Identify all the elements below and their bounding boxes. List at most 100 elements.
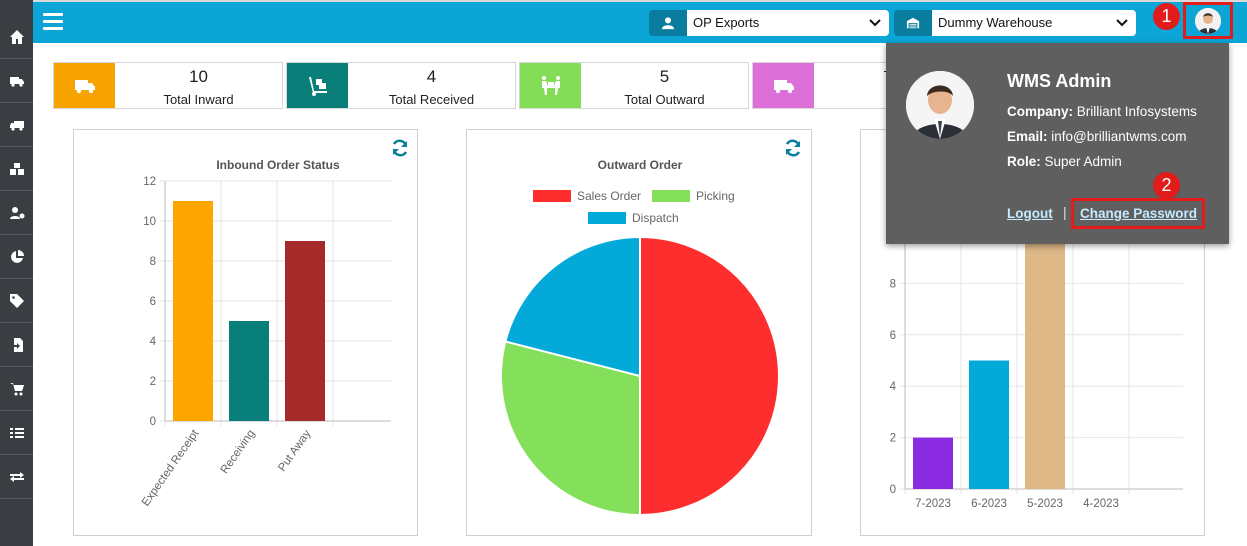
monthly-order-chart: 0 2 4 6 8 7-2023 6-2023 5-2023 4-2023 — [890, 232, 1183, 510]
stat-label: Total Inward — [163, 92, 234, 107]
outward-order-panel: Outward Order Sales Order Picking Dispatch — [466, 129, 812, 536]
menu-toggle-icon[interactable] — [43, 13, 63, 31]
profile-role: Role: Super Admin — [1007, 154, 1122, 169]
avatar — [1195, 7, 1221, 34]
profile-dropdown: WMS Admin Company: Brilliant Infosystems… — [886, 43, 1229, 244]
legend-swatch — [652, 190, 690, 202]
y-tick-label: 8 — [890, 278, 896, 290]
chevron-down-icon — [869, 19, 881, 27]
stat-value: 10 — [189, 67, 208, 86]
chart-title: Outward Order — [598, 158, 683, 172]
legend-swatch — [533, 190, 571, 202]
tag-icon — [9, 294, 24, 308]
legend-swatch — [588, 212, 626, 224]
y-tick-label: 10 — [143, 216, 156, 228]
refresh-icon[interactable] — [783, 138, 803, 158]
y-tick-label: 0 — [150, 416, 156, 428]
cart-icon — [9, 383, 24, 396]
warehouse-icon — [894, 10, 932, 36]
sidebar-item-home[interactable] — [0, 16, 33, 59]
sidebar-item-tags[interactable] — [0, 280, 33, 323]
sidebar — [0, 0, 33, 546]
user-icon — [649, 10, 687, 36]
change-password-highlight — [1071, 198, 1205, 229]
sidebar-item-checklist[interactable] — [0, 412, 33, 455]
bar — [285, 241, 325, 421]
legend-label: Sales Order — [577, 189, 641, 203]
dolly-icon — [308, 76, 327, 96]
bar — [913, 437, 953, 489]
topbar: OP Exports Dummy Warehouse — [33, 0, 1247, 43]
warehouse-select[interactable]: Dummy Warehouse — [894, 10, 1136, 36]
y-tick-label: 2 — [150, 376, 156, 388]
sidebar-item-orders[interactable] — [0, 368, 33, 411]
stat-label: Total Received — [388, 92, 475, 107]
company-select-value: OP Exports — [693, 15, 760, 30]
y-tick-label: 6 — [890, 330, 896, 342]
profile-avatar — [906, 71, 974, 139]
profile-name: WMS Admin — [1007, 71, 1112, 91]
pie-slice — [504, 235, 641, 378]
bar — [173, 201, 213, 421]
x-tick-label: 5-2023 — [1027, 498, 1063, 510]
pie-slice — [500, 340, 641, 517]
sidebar-item-outward[interactable] — [0, 104, 33, 147]
boxes-icon — [9, 163, 24, 175]
x-tick-label: Put Away — [276, 428, 313, 474]
truck-icon — [773, 79, 794, 93]
sidebar-item-users[interactable] — [0, 192, 33, 235]
chart-title: Inbound Order Status — [216, 158, 340, 172]
import-icon — [9, 338, 23, 352]
stat-value: 4 — [426, 67, 437, 86]
stat-value: 5 — [659, 67, 670, 86]
warehouse-select-value: Dummy Warehouse — [938, 15, 1053, 30]
profile-company: Company: Brilliant Infosystems — [1007, 104, 1197, 119]
change-password-link[interactable]: Change Password — [1080, 206, 1198, 221]
y-tick-label: 4 — [890, 381, 897, 393]
people-carry-icon — [541, 75, 560, 95]
pie-slice — [639, 235, 780, 517]
truck-icon — [9, 77, 24, 87]
truck-icon — [74, 79, 95, 93]
delivery-truck-icon — [9, 121, 24, 131]
y-tick-label: 8 — [150, 256, 156, 268]
chevron-down-icon — [1116, 19, 1128, 27]
link-separator: | — [1063, 204, 1067, 220]
y-tick-label: 0 — [890, 484, 896, 496]
stat-card-received[interactable]: 4 Total Received — [286, 62, 516, 109]
sidebar-item-inventory[interactable] — [0, 148, 33, 191]
refresh-icon[interactable] — [390, 138, 410, 158]
profile-email: Email: info@brilliantwms.com — [1007, 129, 1187, 144]
sidebar-item-transfer[interactable] — [0, 456, 33, 499]
legend-label: Picking — [696, 189, 735, 203]
sidebar-item-import[interactable] — [0, 324, 33, 367]
pie-chart-icon — [10, 250, 24, 263]
x-tick-label: 4-2023 — [1083, 498, 1119, 510]
y-tick-label: 12 — [143, 176, 156, 188]
sidebar-item-inward[interactable] — [0, 60, 33, 103]
x-tick-label: Receiving — [219, 428, 258, 476]
bar — [1025, 232, 1065, 489]
callout-badge-1: 1 — [1153, 3, 1180, 30]
company-select[interactable]: OP Exports — [649, 10, 889, 36]
inbound-order-panel: Inbound Order Status 0 2 4 6 8 10 12 Expected Re… — [73, 129, 418, 536]
logout-link[interactable]: Logout — [1007, 206, 1053, 221]
user-avatar-button[interactable] — [1183, 2, 1233, 39]
y-tick-label: 6 — [150, 296, 156, 308]
legend-label: Dispatch — [632, 211, 679, 225]
y-tick-label: 2 — [890, 433, 896, 445]
x-tick-label: 6-2023 — [971, 498, 1007, 510]
x-tick-label: Expected Receipt — [140, 427, 202, 508]
y-tick-label: 4 — [150, 336, 157, 348]
x-tick-label: 7-2023 — [915, 498, 951, 510]
checklist-icon — [9, 428, 24, 438]
sidebar-item-reports[interactable] — [0, 236, 33, 279]
callout-badge-2: 2 — [1153, 172, 1180, 199]
stat-label: Total Outward — [624, 92, 705, 107]
outward-order-chart: Outward Order Sales Order Picking Dispatch — [500, 158, 780, 517]
stat-card-outward[interactable]: 5 Total Outward — [519, 62, 749, 109]
bar — [229, 321, 269, 421]
home-icon — [9, 30, 24, 44]
stat-card-inward[interactable]: 10 Total Inward — [53, 62, 283, 109]
user-settings-icon — [9, 207, 24, 219]
